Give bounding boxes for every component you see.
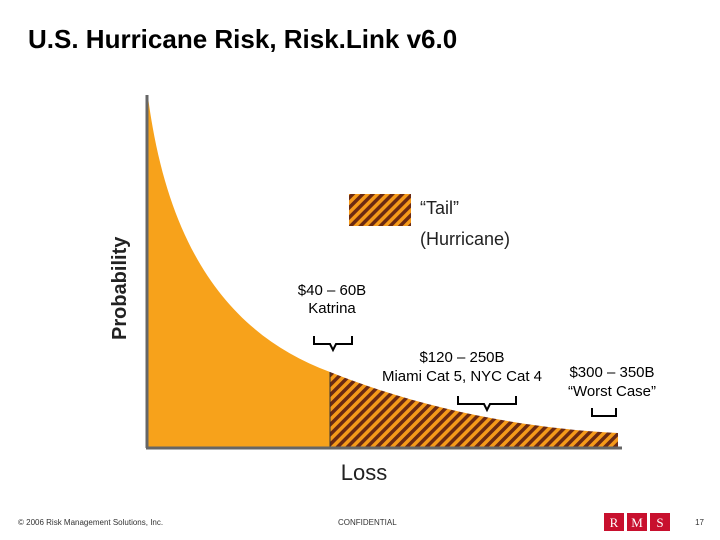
- tail-area: [330, 372, 618, 447]
- logo-box: [650, 513, 670, 531]
- confidential: CONFIDENTIAL: [338, 518, 397, 527]
- brace: [313, 336, 353, 353]
- brace: [457, 396, 517, 413]
- logo-box: [627, 513, 647, 531]
- slide-title: U.S. Hurricane Risk, Risk.Link v6.0: [28, 24, 457, 54]
- page-number: 17: [695, 518, 704, 527]
- annotation: Katrina: [308, 300, 356, 317]
- logo-letter: S: [656, 515, 663, 530]
- body-area: [148, 97, 330, 447]
- legend-label: “Tail”: [420, 198, 459, 218]
- logo: R M S: [604, 513, 670, 531]
- brace: [591, 408, 617, 417]
- annotation: Miami Cat 5, NYC Cat 4: [382, 368, 542, 385]
- annotation: $300 – 350B: [569, 364, 654, 381]
- logo-letter: R: [610, 515, 619, 530]
- legend-label: (Hurricane): [420, 229, 510, 249]
- y-axis-label: Probability: [109, 236, 131, 340]
- copyright: © 2006 Risk Management Solutions, Inc.: [18, 518, 163, 527]
- annotation: $40 – 60B: [298, 282, 366, 299]
- annotation: $120 – 250B: [419, 349, 504, 366]
- legend-swatch: [349, 194, 411, 226]
- logo-box: [604, 513, 624, 531]
- x-axis-label: Loss: [341, 460, 387, 485]
- logo-letter: M: [631, 515, 643, 530]
- annotation: “Worst Case”: [568, 383, 656, 400]
